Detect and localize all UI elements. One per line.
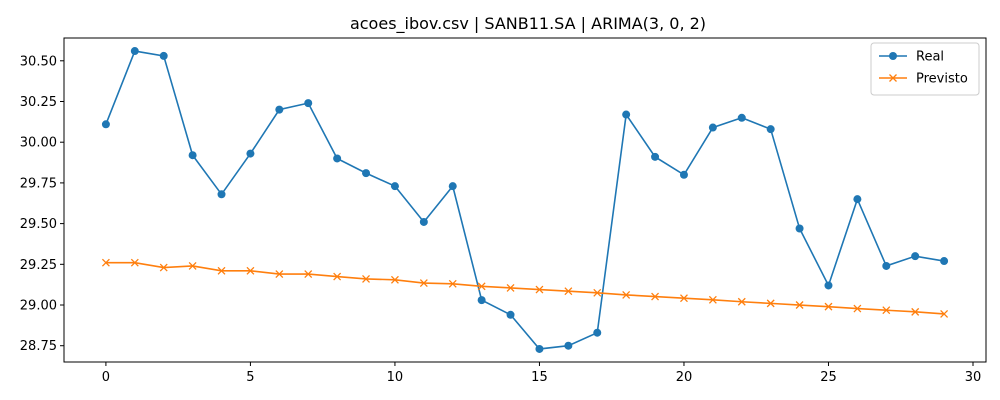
data-point: [217, 190, 226, 199]
data-point: [130, 258, 139, 267]
data-point: [506, 310, 515, 319]
legend-label: Real: [916, 50, 944, 65]
data-point: [159, 51, 168, 60]
legend-label: Previsto: [916, 72, 968, 87]
legend-marker: [889, 52, 897, 60]
data-point: [101, 258, 110, 267]
data-point: [188, 261, 197, 270]
data-point: [419, 279, 428, 287]
data-point: [940, 257, 949, 266]
y-tick-label: 29.00: [20, 299, 57, 314]
legend-item-previsto: Previsto: [879, 72, 968, 87]
y-tick-label: 29.50: [20, 217, 57, 232]
data-point: [737, 113, 746, 122]
series-line: [105, 50, 945, 350]
data-point: [448, 182, 457, 191]
data-point: [824, 302, 833, 311]
data-point: [564, 287, 573, 296]
y-tick-label: 29.25: [20, 258, 57, 273]
x-tick-label: 25: [820, 370, 837, 385]
data-point: [304, 270, 313, 279]
data-point: [217, 266, 226, 275]
data-point: [448, 279, 457, 288]
legend-marker: [889, 74, 897, 82]
data-point: [304, 99, 313, 108]
data-point: [679, 170, 688, 179]
x-tick-label: 0: [102, 370, 110, 385]
data-point: [593, 288, 602, 297]
data-point: [593, 328, 602, 337]
data-point: [911, 307, 920, 316]
series-layer: [101, 47, 949, 353]
data-point: [246, 149, 255, 158]
plot-frame: [63, 37, 987, 363]
data-point: [333, 272, 342, 281]
data-point: [708, 295, 717, 304]
x-axis: 0 5 10 15 20 25 30: [102, 362, 981, 385]
data-point: [564, 341, 573, 350]
data-point: [766, 299, 775, 308]
y-tick-label: 29.75: [20, 176, 57, 191]
series-real: [101, 47, 949, 353]
data-point: [275, 270, 284, 279]
data-point: [795, 301, 804, 309]
data-point: [651, 292, 660, 301]
series-line: [105, 261, 945, 315]
x-tick-label: 10: [387, 370, 404, 385]
data-point: [362, 169, 371, 178]
data-point: [882, 261, 891, 270]
data-point: [824, 281, 833, 290]
data-point: [680, 294, 688, 303]
y-tick-label: 30.25: [20, 95, 57, 110]
data-point: [246, 266, 255, 275]
data-point: [159, 263, 168, 272]
series-previsto: [101, 258, 949, 318]
data-point: [882, 306, 891, 315]
data-point: [130, 47, 139, 56]
x-tick-label: 30: [965, 370, 982, 385]
data-point: [477, 296, 486, 305]
data-point: [708, 123, 717, 132]
data-point: [390, 275, 399, 284]
data-point: [795, 224, 804, 233]
y-axis: 28.75 29.00 29.25 29.50 29.75 30.00 30.25 30.50: [20, 54, 64, 354]
data-point: [419, 217, 428, 226]
data-point: [477, 282, 486, 291]
data-point: [853, 195, 862, 204]
y-tick-label: 30.50: [20, 54, 57, 69]
data-point: [651, 152, 660, 161]
data-point: [275, 105, 284, 114]
data-point: [333, 154, 342, 163]
legend: Real Previsto: [870, 42, 980, 96]
data-point: [362, 275, 370, 283]
plot-area: [63, 37, 987, 363]
data-point: [390, 182, 399, 191]
data-point: [535, 285, 544, 294]
x-tick-label: 15: [531, 370, 548, 385]
data-point: [737, 297, 746, 306]
y-tick-label: 28.75: [20, 339, 57, 354]
y-tick-label: 30.00: [20, 136, 57, 151]
chart-title: acoes_ibov.csv | SANB11.SA | ARIMA(3, 0,…: [350, 14, 706, 34]
data-point: [911, 252, 920, 261]
data-point: [188, 151, 197, 160]
data-point: [766, 125, 775, 134]
data-point: [506, 283, 515, 292]
data-point: [940, 310, 949, 318]
x-tick-label: 20: [676, 370, 693, 385]
x-tick-label: 5: [246, 370, 254, 385]
data-point: [622, 110, 631, 119]
data-point: [535, 344, 544, 353]
legend-item-real: Real: [879, 50, 944, 65]
data-point: [622, 290, 631, 299]
data-point: [853, 304, 862, 313]
data-point: [101, 120, 110, 129]
